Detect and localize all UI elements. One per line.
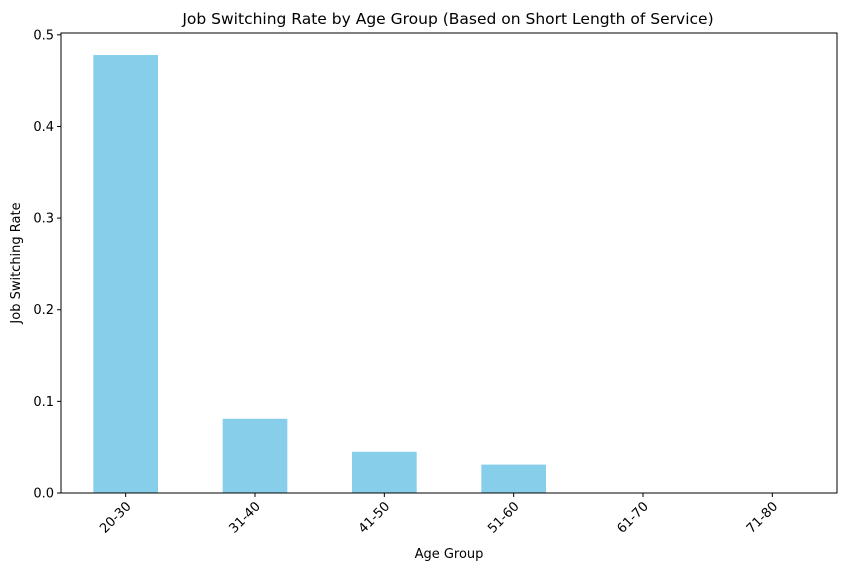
chart-title: Job Switching Rate by Age Group (Based o… <box>181 10 713 28</box>
x-tick-label: 71-80 <box>744 499 781 536</box>
y-tick-label: 0.1 <box>33 395 54 410</box>
bar-31-40 <box>222 418 288 493</box>
bar-51-60 <box>481 464 546 493</box>
x-tick-label: 61-70 <box>615 499 652 536</box>
bar-41-50 <box>352 451 417 493</box>
x-tick-label: 20-30 <box>97 499 134 536</box>
plot-frame <box>60 32 838 494</box>
bar-20-30 <box>93 54 158 493</box>
y-tick-label: 0.0 <box>33 487 54 502</box>
y-tick-label: 0.4 <box>33 120 54 135</box>
y-axis: 0.0 0.1 0.2 0.3 0.4 0.5 <box>33 28 61 502</box>
y-axis-label: Job Switching Rate <box>9 202 24 324</box>
x-axis: 20-30 31-40 41-50 51-60 61-70 71-80 <box>97 493 781 537</box>
y-tick-label: 0.3 <box>33 212 54 227</box>
x-tick-label: 51-60 <box>485 499 522 536</box>
x-tick-label: 41-50 <box>356 499 393 536</box>
x-axis-label: Age Group <box>415 547 484 562</box>
bars-group <box>93 54 546 493</box>
y-tick-label: 0.5 <box>33 28 54 43</box>
y-tick-label: 0.2 <box>33 303 54 318</box>
x-tick-label: 31-40 <box>227 499 264 536</box>
